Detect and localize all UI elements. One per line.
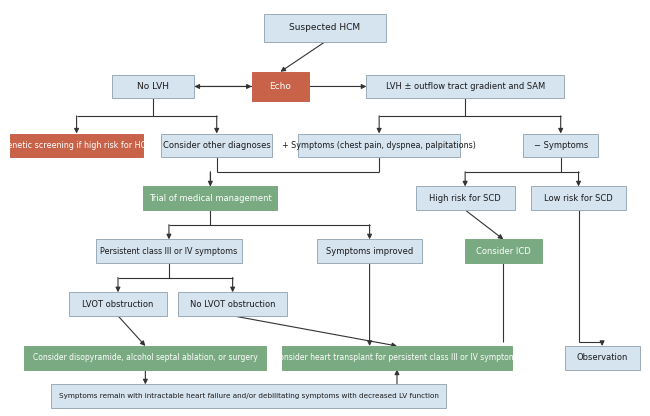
Text: Observation: Observation (577, 353, 628, 362)
Text: Suspected HCM: Suspected HCM (289, 23, 361, 32)
Text: Consider heart transplant for persistent class III or IV symptoms: Consider heart transplant for persistent… (274, 353, 520, 362)
Text: No LVH: No LVH (137, 82, 169, 91)
FancyBboxPatch shape (531, 186, 627, 210)
Text: Symptoms improved: Symptoms improved (326, 247, 413, 255)
FancyBboxPatch shape (144, 186, 278, 210)
Text: Consider other diagnoses: Consider other diagnoses (163, 141, 270, 150)
FancyBboxPatch shape (96, 239, 242, 263)
Text: Echo: Echo (270, 82, 291, 91)
Text: LVOT obstruction: LVOT obstruction (83, 300, 153, 309)
FancyBboxPatch shape (252, 72, 309, 101)
FancyBboxPatch shape (10, 134, 144, 157)
Text: Symptoms remain with intractable heart failure and/or debilitating symptoms with: Symptoms remain with intractable heart f… (58, 393, 439, 399)
Text: Consider ICD: Consider ICD (476, 247, 531, 255)
FancyBboxPatch shape (317, 239, 422, 263)
FancyBboxPatch shape (298, 134, 460, 157)
FancyBboxPatch shape (523, 134, 598, 157)
FancyBboxPatch shape (161, 134, 272, 157)
Text: Low risk for SCD: Low risk for SCD (544, 194, 613, 203)
FancyBboxPatch shape (564, 346, 640, 369)
FancyBboxPatch shape (179, 292, 287, 316)
FancyBboxPatch shape (51, 384, 446, 408)
Text: Consider disopyramide, alcohol septal ablation, or surgery: Consider disopyramide, alcohol septal ab… (33, 353, 258, 362)
Text: Trial of medical management: Trial of medical management (149, 194, 272, 203)
FancyBboxPatch shape (265, 14, 385, 42)
Text: Genetic screening if high risk for HCM: Genetic screening if high risk for HCM (1, 141, 153, 150)
FancyBboxPatch shape (24, 346, 266, 369)
Text: + Symptoms (chest pain, dyspnea, palpitations): + Symptoms (chest pain, dyspnea, palpita… (282, 141, 476, 150)
FancyBboxPatch shape (416, 186, 515, 210)
Text: No LVOT obstruction: No LVOT obstruction (190, 300, 276, 309)
FancyBboxPatch shape (367, 75, 564, 98)
FancyBboxPatch shape (465, 239, 541, 263)
Text: LVH ± outflow tract gradient and SAM: LVH ± outflow tract gradient and SAM (385, 82, 545, 91)
FancyBboxPatch shape (112, 75, 194, 98)
FancyBboxPatch shape (282, 346, 512, 369)
Text: High risk for SCD: High risk for SCD (429, 194, 501, 203)
FancyBboxPatch shape (69, 292, 167, 316)
Text: Persistent class III or IV symptoms: Persistent class III or IV symptoms (100, 247, 237, 255)
Text: − Symptoms: − Symptoms (534, 141, 588, 150)
